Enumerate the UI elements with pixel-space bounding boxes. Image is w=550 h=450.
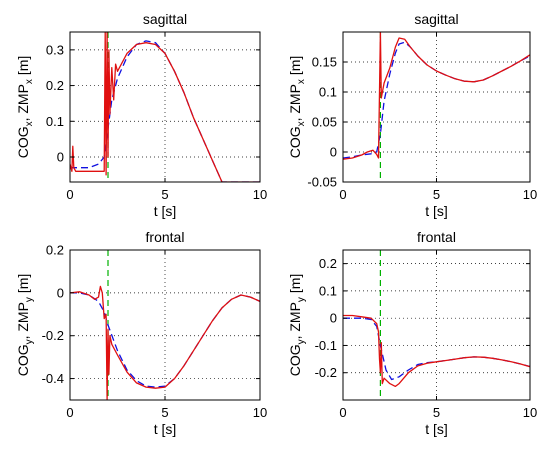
- y-axis-label: COGx, ZMPx [m]: [287, 56, 307, 159]
- x-tick-label: 10: [253, 405, 267, 420]
- x-tick-label: 10: [523, 187, 537, 202]
- x-tick-label: 10: [523, 405, 537, 420]
- y-axis-label: COGy, ZMPy [m]: [15, 274, 35, 377]
- series-zmp-solid: [70, 32, 260, 182]
- plot-area: [343, 32, 530, 182]
- y-tick-label: 0: [57, 285, 64, 300]
- chart-title: frontal: [417, 229, 456, 245]
- plot-area: [70, 250, 260, 400]
- y-tick-label: 0.1: [319, 85, 337, 100]
- x-tick-label: 0: [66, 187, 73, 202]
- y-tick-label: -0.2: [315, 365, 337, 380]
- y-axis-label: COGy, ZMPy [m]: [287, 274, 307, 377]
- series-zmp-solid: [70, 285, 260, 400]
- x-tick-label: 0: [339, 405, 346, 420]
- x-axis-label: t [s]: [154, 421, 177, 437]
- chart-title: frontal: [146, 229, 185, 245]
- y-tick-label: 0.2: [46, 243, 64, 258]
- y-tick-label: -0.2: [42, 328, 64, 343]
- x-tick-label: 5: [161, 405, 168, 420]
- x-tick-label: 10: [253, 187, 267, 202]
- y-tick-label: 0.3: [46, 42, 64, 57]
- plot-bottom-left: 0 5 10 -0.4 -0.2 0 0.2 frontal t [s] COGy, ZMPy […: [15, 229, 267, 437]
- x-axis-label: t [s]: [425, 203, 448, 219]
- x-axis-label: t [s]: [425, 421, 448, 437]
- y-tick-label: -0.4: [42, 371, 64, 386]
- x-tick-label: 5: [433, 187, 440, 202]
- y-tick-label: 0.2: [46, 78, 64, 93]
- plot-top-left: 0 5 10 0 0.1 0.2 0.3 sagittal t [s] COGx, ZMPx [m…: [15, 11, 267, 219]
- series-zmp-solid: [343, 32, 530, 160]
- y-tick-label: 0: [330, 311, 337, 326]
- chart-title: sagittal: [414, 11, 458, 27]
- y-tick-label: 0.15: [312, 55, 337, 70]
- plot-bottom-right: 0 5 10 -0.2 -0.1 0 0.1 0.2 frontal t [s] COGy, ZMP…: [287, 229, 537, 437]
- y-tick-label: -0.1: [315, 338, 337, 353]
- y-tick-label: -0.05: [307, 175, 337, 190]
- y-axis-label: COGx, ZMPx [m]: [15, 56, 35, 159]
- x-axis-label: t [s]: [154, 203, 177, 219]
- chart-title: sagittal: [143, 11, 187, 27]
- y-tick-label: 0.1: [46, 114, 64, 129]
- plot-area: [343, 250, 530, 400]
- x-tick-label: 5: [161, 187, 168, 202]
- y-tick-label: 0: [57, 150, 64, 165]
- y-tick-label: 0: [330, 145, 337, 160]
- y-tick-label: 0.2: [319, 256, 337, 271]
- x-tick-label: 0: [66, 405, 73, 420]
- y-tick-label: 0.05: [312, 115, 337, 130]
- y-tick-label: 0.1: [319, 283, 337, 298]
- series-zmp-solid: [343, 314, 530, 388]
- x-tick-label: 0: [339, 187, 346, 202]
- x-tick-label: 5: [433, 405, 440, 420]
